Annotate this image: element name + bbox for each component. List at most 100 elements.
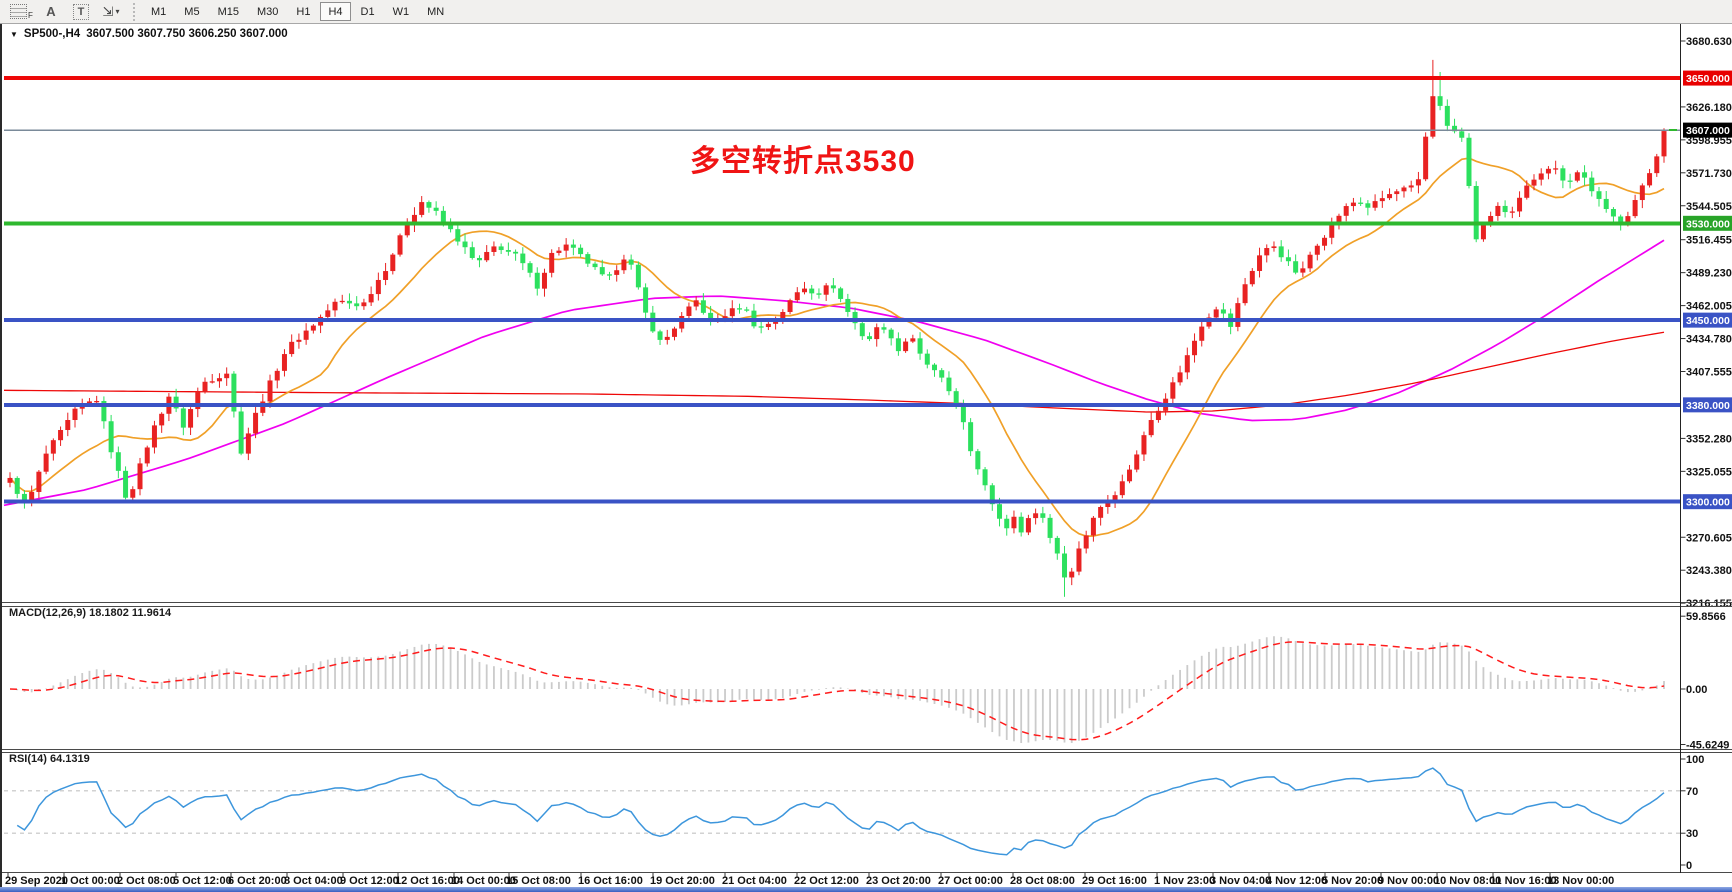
svg-text:70: 70 xyxy=(1686,786,1698,798)
chart-canvas[interactable]: 3680.630 3626.180 3598.955 3571.730 3544.505… xyxy=(2,24,1732,892)
svg-text:12 Oct 16:00: 12 Oct 16:00 xyxy=(395,875,460,887)
svg-text:5 Nov 20:00: 5 Nov 20:00 xyxy=(1322,875,1383,887)
svg-text:3325.055: 3325.055 xyxy=(1686,466,1732,478)
timeframe-button-w1[interactable]: W1 xyxy=(392,5,410,18)
svg-text:3607.000: 3607.000 xyxy=(1686,125,1730,137)
svg-text:6 Oct 20:00: 6 Oct 20:00 xyxy=(228,875,287,887)
svg-text:29 Oct 16:00: 29 Oct 16:00 xyxy=(1082,875,1147,887)
panel-borders xyxy=(2,24,1732,873)
arrows-tool-button[interactable]: ⇲ ▾ xyxy=(98,2,124,22)
svg-text:21 Oct 04:00: 21 Oct 04:00 xyxy=(722,875,787,887)
svg-text:16 Oct 16:00: 16 Oct 16:00 xyxy=(578,875,643,887)
ohlc-values: 3607.500 3607.750 3606.250 3607.000 xyxy=(86,28,288,40)
text-label-tool-button[interactable]: A xyxy=(38,2,64,22)
rsi-panel xyxy=(4,767,1681,856)
svg-text:9 Oct 12:00: 9 Oct 12:00 xyxy=(340,875,399,887)
svg-text:3450.000: 3450.000 xyxy=(1686,315,1730,327)
text-label-icon: A xyxy=(46,4,56,19)
svg-text:3680.630: 3680.630 xyxy=(1686,36,1732,48)
svg-text:-45.6249: -45.6249 xyxy=(1686,740,1729,752)
svg-text:3434.780: 3434.780 xyxy=(1686,334,1732,346)
macd-label-values: 18.1802 11.9614 xyxy=(89,607,172,619)
svg-text:3598.955: 3598.955 xyxy=(1686,135,1732,147)
macd-label-name: MACD(12,26,9) xyxy=(9,607,87,619)
candles xyxy=(7,59,1667,597)
svg-text:8 Oct 04:00: 8 Oct 04:00 xyxy=(284,875,343,887)
svg-text:5 Oct 12:00: 5 Oct 12:00 xyxy=(173,875,232,887)
svg-text:1 Nov 23:00: 1 Nov 23:00 xyxy=(1154,875,1215,887)
svg-text:15 Oct 08:00: 15 Oct 08:00 xyxy=(506,875,571,887)
svg-text:3530.000: 3530.000 xyxy=(1686,218,1730,230)
svg-text:28 Oct 08:00: 28 Oct 08:00 xyxy=(1010,875,1075,887)
svg-text:100: 100 xyxy=(1686,754,1704,766)
chart-title: ▼ SP500-,H4 3607.500 3607.750 3606.250 3… xyxy=(10,28,288,40)
svg-text:3650.000: 3650.000 xyxy=(1686,73,1730,85)
timeframe-button-h1[interactable]: H1 xyxy=(296,5,311,18)
timeframe-button-m5[interactable]: M5 xyxy=(184,5,200,18)
toolbar-separator xyxy=(131,2,137,21)
timeframe-button-d1[interactable]: D1 xyxy=(360,5,375,18)
fibonacci-tool-button[interactable]: F xyxy=(8,2,34,22)
svg-text:3571.730: 3571.730 xyxy=(1686,168,1732,180)
svg-text:3489.230: 3489.230 xyxy=(1686,268,1732,280)
rsi-indicator-label: RSI(14) 64.1319 xyxy=(9,753,90,765)
svg-text:3544.505: 3544.505 xyxy=(1686,201,1732,213)
moving-averages xyxy=(3,157,1665,537)
taskbar-edge xyxy=(0,887,1732,892)
svg-text:29 Sep 2020: 29 Sep 2020 xyxy=(5,875,68,887)
svg-text:3380.000: 3380.000 xyxy=(1686,400,1730,412)
svg-text:14 Oct 00:00: 14 Oct 00:00 xyxy=(451,875,516,887)
svg-text:3270.605: 3270.605 xyxy=(1686,532,1732,544)
svg-text:11 Nov 16:00: 11 Nov 16:00 xyxy=(1490,875,1557,887)
fibonacci-icon-sub: F xyxy=(28,11,33,20)
rsi-line xyxy=(16,767,1665,856)
svg-text:3216.155: 3216.155 xyxy=(1686,598,1732,610)
svg-text:0: 0 xyxy=(1686,860,1692,872)
timeframe-button-h4[interactable]: H4 xyxy=(320,2,351,21)
timeframe-button-m1[interactable]: M1 xyxy=(151,5,167,18)
chevron-down-icon: ▾ xyxy=(115,7,120,16)
horizontal-lines xyxy=(4,76,1681,504)
svg-text:4 Nov 12:00: 4 Nov 12:00 xyxy=(1266,875,1327,887)
svg-text:23 Oct 20:00: 23 Oct 20:00 xyxy=(866,875,931,887)
macd-panel xyxy=(9,636,1665,743)
svg-text:3243.380: 3243.380 xyxy=(1686,565,1732,577)
text-box-icon: T xyxy=(73,3,89,20)
svg-text:2 Oct 08:00: 2 Oct 08:00 xyxy=(117,875,176,887)
svg-text:1 Oct 00:00: 1 Oct 00:00 xyxy=(61,875,120,887)
symbol-dropdown-arrow-icon[interactable]: ▼ xyxy=(10,29,18,39)
svg-text:3626.180: 3626.180 xyxy=(1686,102,1732,114)
fibonacci-icon xyxy=(10,4,28,19)
svg-text:10 Nov 08:00: 10 Nov 08:00 xyxy=(1434,875,1501,887)
svg-text:3462.005: 3462.005 xyxy=(1686,301,1732,313)
macd-indicator-label: MACD(12,26,9) 18.1802 11.9614 xyxy=(9,607,171,619)
text-box-tool-button[interactable]: T xyxy=(68,2,94,22)
timeframe-button-m15[interactable]: M15 xyxy=(217,5,239,18)
timeframe-button-mn[interactable]: MN xyxy=(427,5,445,18)
svg-text:22 Oct 12:00: 22 Oct 12:00 xyxy=(794,875,859,887)
timeframe-button-m30[interactable]: M30 xyxy=(256,5,279,18)
svg-text:3300.000: 3300.000 xyxy=(1686,497,1730,509)
svg-text:27 Oct 00:00: 27 Oct 00:00 xyxy=(938,875,1003,887)
svg-text:3516.455: 3516.455 xyxy=(1686,235,1732,247)
svg-text:19 Oct 20:00: 19 Oct 20:00 xyxy=(650,875,715,887)
svg-text:9 Nov 00:00: 9 Nov 00:00 xyxy=(1378,875,1439,887)
svg-text:3407.555: 3407.555 xyxy=(1686,367,1732,379)
rsi-axis: 100 70 30 0 xyxy=(1680,754,1704,872)
symbol-period-label: SP500-,H4 xyxy=(23,28,81,40)
price-axis-badges: 3650.000 3607.000 3530.000 3450.000 3380.000… xyxy=(1683,70,1732,510)
macd-axis: 59.8566 0.00 -45.6249 xyxy=(1680,611,1729,752)
price-axis: 3680.630 3626.180 3598.955 3571.730 3544.505… xyxy=(1680,36,1732,610)
svg-text:59.8566: 59.8566 xyxy=(1686,611,1726,623)
svg-text:30: 30 xyxy=(1686,828,1698,840)
svg-text:3352.280: 3352.280 xyxy=(1686,433,1732,445)
rsi-label-name: RSI(14) xyxy=(9,753,47,765)
svg-text:13 Nov 00:00: 13 Nov 00:00 xyxy=(1547,875,1614,887)
chart-window: 3680.630 3626.180 3598.955 3571.730 3544.505… xyxy=(0,24,1732,892)
rsi-label-value: 64.1319 xyxy=(49,753,90,765)
macd-signal-line xyxy=(9,641,1665,741)
chart-text-annotation[interactable]: 多空转折点3530 xyxy=(690,145,916,178)
toolbar: F A T ⇲ ▾ M1 M5 M15 M30 H1 H4 D1 W1 MN xyxy=(0,0,1732,24)
